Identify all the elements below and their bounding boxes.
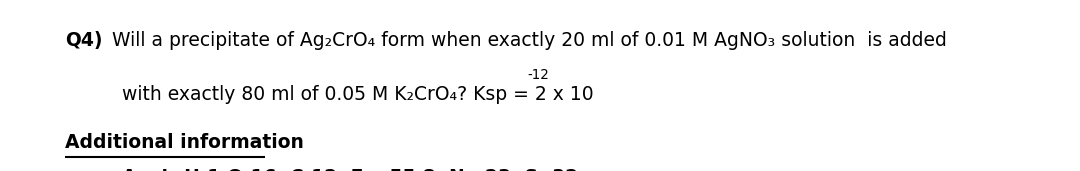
- Text: -12: -12: [527, 68, 549, 82]
- Text: with exactly 80 ml of 0.05 M K₂CrO₄? Ksp = 2 x 10: with exactly 80 ml of 0.05 M K₂CrO₄? Ksp…: [122, 86, 594, 104]
- Text: Q4): Q4): [65, 31, 103, 50]
- Text: Will a precipitate of Ag₂CrO₄ form when exactly 20 ml of 0.01 M AgNO₃ solution  : Will a precipitate of Ag₂CrO₄ form when …: [106, 31, 947, 50]
- Text: A.wt: H:1,O:16, C:12, Fe: 55.8, Na:23, S: 32: A.wt: H:1,O:16, C:12, Fe: 55.8, Na:23, S…: [122, 168, 578, 171]
- Text: Additional information: Additional information: [65, 133, 303, 152]
